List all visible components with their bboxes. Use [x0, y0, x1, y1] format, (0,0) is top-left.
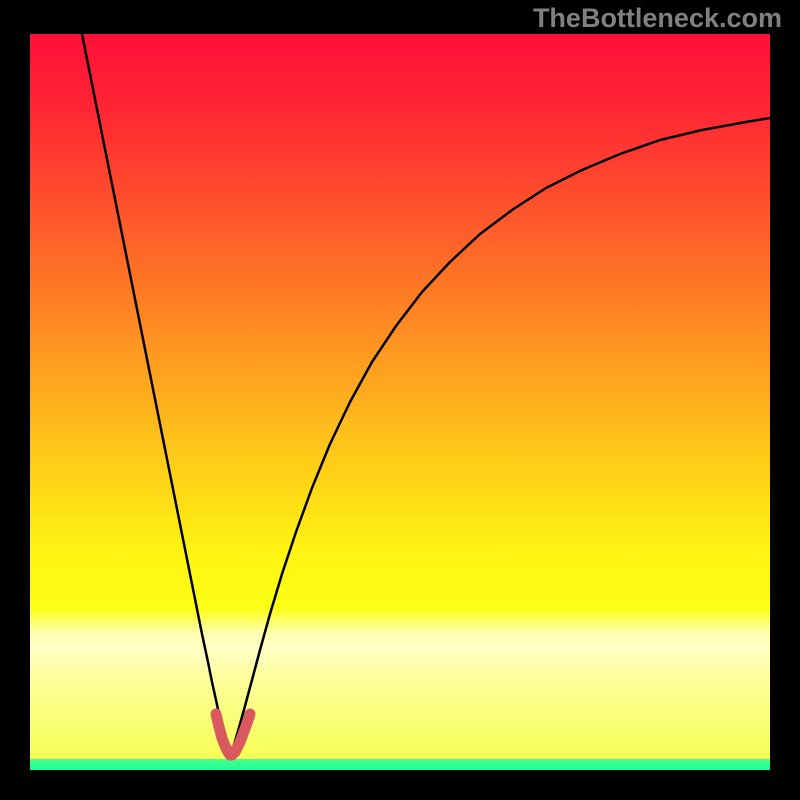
watermark: TheBottleneck.com [533, 3, 782, 34]
plot-area [30, 34, 770, 770]
gradient-background [30, 34, 770, 770]
plot-svg [30, 34, 770, 770]
